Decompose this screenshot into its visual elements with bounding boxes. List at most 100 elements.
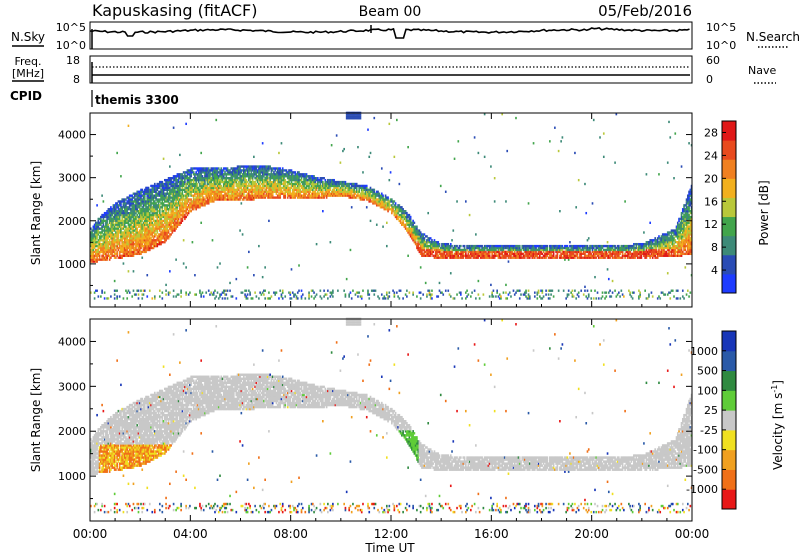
power-cell [289,293,292,296]
power-cell [239,184,241,188]
power-cell [91,246,93,250]
power-cell [472,252,475,256]
power-cell [167,196,170,199]
power-cell [117,211,120,215]
power-cell [181,188,184,191]
power-cell [125,219,127,223]
power-cell [477,248,480,252]
power-cell [369,200,372,203]
power-cell [141,206,144,209]
power-cell [141,293,144,296]
power-cell [157,194,160,197]
power-cell [112,204,115,207]
power-cell [156,198,159,201]
power-cell [195,188,198,191]
power-cell [121,235,124,238]
power-cell [121,223,124,226]
power-cell [291,291,294,294]
power-cell [385,221,388,224]
power-cell [255,178,258,182]
power-cell [342,192,344,195]
power-cell [413,229,416,232]
power-cell [192,182,195,186]
power-cell [328,192,330,195]
power-cell [477,151,480,155]
power-cell [311,194,314,197]
power-cell [123,202,126,205]
power-cell [443,254,446,257]
power-cell [155,190,157,193]
power-cell [157,200,160,203]
power-cell [308,190,310,193]
power-cell [481,246,483,250]
power-cell [408,291,411,294]
power-cell [397,295,399,298]
power-cell [442,242,445,246]
power-cell [113,279,116,283]
power-cell [243,184,245,188]
power-cell [107,248,110,252]
power-cell [116,295,118,298]
power-cell [93,237,96,240]
power-cell [155,223,157,226]
power-cell [108,246,111,250]
power-cell [419,239,422,242]
power-cell [103,229,106,232]
power-cell [137,242,140,246]
power-cell [135,225,137,228]
power-cell [427,252,430,256]
power-cell [135,241,137,244]
power-cell [93,227,96,230]
power-cell [138,223,141,226]
power-cell [216,173,219,176]
power-cell [284,169,287,172]
power-cell [419,235,422,238]
power-cell [91,258,93,261]
power-cell [342,182,344,186]
power-cell [138,229,141,232]
power-cell [181,196,184,199]
power-cell [239,171,241,174]
power-cell [303,184,305,188]
power-cell [274,182,277,186]
power-cell [350,188,353,191]
power-cell [446,248,448,252]
power-cell [163,241,166,244]
power-cell [226,194,229,197]
power-cell [288,178,290,182]
power-cell [197,178,200,182]
power-cell [214,297,216,300]
power-cell [265,190,268,193]
power-cell [105,225,107,228]
power-cell [436,250,438,254]
power-cell [354,293,357,296]
power-cell [96,229,98,232]
power-cell [133,211,136,215]
power-cell [212,291,215,294]
power-cell [249,173,251,176]
power-cell [161,291,164,294]
power-cell [251,198,254,201]
power-cell [365,188,368,191]
power-cell [281,289,284,292]
power-cell [416,295,418,298]
power-cell [91,260,93,263]
power-cell [147,196,150,199]
power-cell [486,252,488,256]
power-cell [246,192,249,195]
power-cell [141,217,144,221]
power-cell [354,186,357,190]
power-cell [210,169,213,172]
power-cell [269,165,271,168]
power-cell [232,182,235,186]
power-cell [175,184,177,188]
power-cell [290,186,293,190]
power-cell [284,190,287,193]
power-cell [389,208,392,211]
power-cell [298,186,300,190]
power-cell [401,206,403,209]
power-cell [276,196,279,199]
power-cell [116,151,118,155]
power-cell [147,229,150,232]
power-cell [145,219,147,223]
